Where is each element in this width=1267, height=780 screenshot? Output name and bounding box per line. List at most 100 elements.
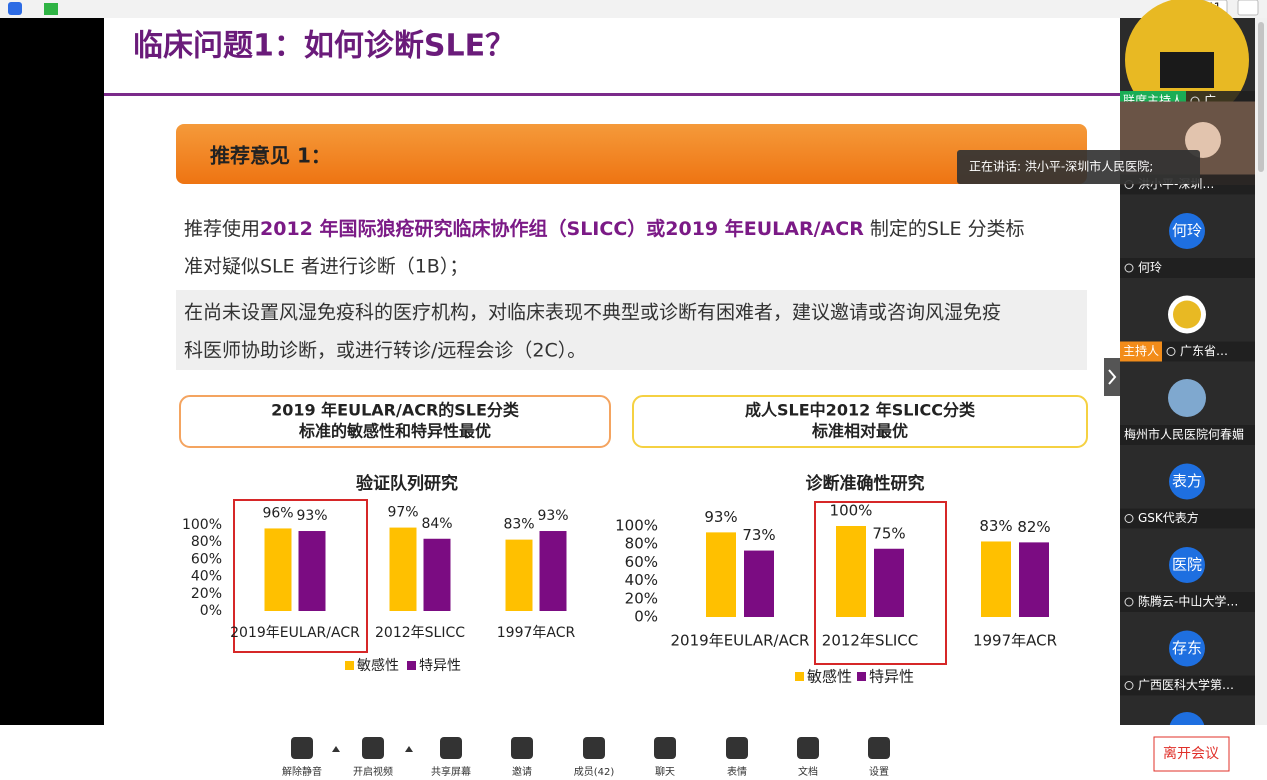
avatar-text: 表方: [1172, 472, 1202, 490]
leave-button[interactable]: [1153, 736, 1230, 772]
data-label: 73%: [742, 526, 775, 544]
speaking-text: 正在讲话: 洪小平-深圳市人民医院;: [969, 159, 1153, 174]
y-tick-label: 60%: [191, 551, 222, 567]
data-label: 83%: [979, 517, 1012, 535]
x-tick-label: 1997年ACR: [973, 632, 1057, 650]
signal-icon: [44, 3, 58, 15]
bar: [298, 531, 326, 611]
avatar: [1169, 547, 1205, 583]
role-tag: [1120, 341, 1162, 362]
tool-label[interactable]: 聊天: [655, 765, 675, 778]
tool-icon[interactable]: [583, 737, 605, 759]
para2-box: [176, 290, 1087, 370]
bar: [744, 550, 774, 617]
tool-icon[interactable]: [362, 737, 384, 759]
text-emph: 2012 年国际狼疮研究临床协作组（SLICC）或2019 年EULAR/ACR: [260, 217, 864, 240]
dropdown-arrow[interactable]: [405, 746, 413, 752]
tool-label[interactable]: 共享屏幕: [431, 765, 471, 778]
y-tick-label: 20%: [191, 586, 222, 602]
name-bar: [1120, 675, 1255, 696]
mic-off-icon: [1124, 681, 1134, 690]
bar: [1019, 542, 1049, 617]
participant-name: 梅州市人民医院何春媚: [1124, 427, 1244, 442]
participant-name: 广东省…: [1180, 344, 1228, 358]
legend-swatch: [345, 661, 354, 670]
mic-off-icon: [1124, 263, 1134, 273]
data-label: 93%: [296, 508, 327, 524]
x-tick-label: 2012年SLICC: [375, 625, 465, 641]
bar: [539, 531, 567, 611]
role-tag-text: 主持人: [1123, 343, 1159, 358]
text-run: 推荐使用: [184, 218, 260, 240]
tool-icon[interactable]: [868, 737, 890, 759]
x-tick-label: 1997年ACR: [497, 625, 576, 641]
tool-label[interactable]: 表情: [727, 765, 747, 778]
bar: [836, 526, 866, 617]
slide-title: 临床问题1：如何诊断SLE？: [133, 29, 515, 64]
highlight-box: [233, 499, 368, 653]
tool-icon[interactable]: [726, 737, 748, 759]
tool-label[interactable]: 邀请: [512, 765, 532, 778]
tool-label[interactable]: 开启视频: [353, 765, 393, 778]
y-tick-label: 100%: [615, 517, 658, 535]
participant-name: 何玲: [1138, 261, 1162, 275]
speaking-tooltip: [957, 150, 1200, 184]
left-black: [0, 18, 104, 725]
data-label: 82%: [1017, 518, 1050, 536]
dropdown-arrow[interactable]: [332, 746, 340, 752]
y-tick-label: 0%: [200, 603, 222, 619]
box-right: [632, 395, 1088, 448]
tool-icon[interactable]: [291, 737, 313, 759]
box-left-line1: 2019 年EULAR/ACR的SLE分类: [271, 401, 520, 420]
tool-icon[interactable]: [511, 737, 533, 759]
name-bar: [1120, 592, 1255, 612]
tool-label[interactable]: 文档: [798, 765, 818, 778]
name-bar: [1120, 258, 1255, 278]
fullscreen-button[interactable]: [1237, 0, 1259, 16]
tool-icon[interactable]: [797, 737, 819, 759]
bar: [423, 538, 451, 611]
bar: [981, 541, 1011, 617]
box-left-line2: 标准的敏感性和特异性最优: [298, 422, 491, 441]
y-tick-label: 20%: [625, 589, 658, 607]
mic-off-icon: [1166, 347, 1176, 356]
para1-line2: 准对疑似SLE 者进行诊断（1B）；: [184, 256, 468, 278]
legend-swatch: [795, 672, 804, 681]
y-tick-label: 0%: [634, 608, 658, 626]
banner: [176, 124, 1087, 184]
data-label: 96%: [262, 505, 293, 521]
highlight-box: [814, 501, 947, 665]
tool-label[interactable]: 设置: [869, 766, 889, 778]
name-bar: [1120, 425, 1255, 445]
toolbar: [0, 725, 1267, 780]
avatar: [1169, 463, 1205, 500]
avatar-text: 何玲: [1172, 222, 1202, 240]
tool-label[interactable]: 解除静音: [282, 765, 322, 778]
avatar-logo-inner: [1173, 300, 1201, 329]
tool-label[interactable]: 成员(42): [574, 766, 615, 778]
tool-icon[interactable]: [440, 737, 462, 759]
scroll-thumb[interactable]: [1258, 22, 1264, 172]
mic-off-icon: [1124, 597, 1134, 607]
para2-line1: 在尚未设置风湿免疫科的医疗机构，对临床表现不典型或诊断有困难者，建议邀请或咨询风…: [184, 302, 1001, 324]
legend-swatch: [857, 672, 866, 681]
tool-icon[interactable]: [654, 737, 676, 759]
para2-line2: 科医师协助诊断，或进行转诊/远程会诊（2C）。: [184, 340, 586, 362]
x-tick-label: 2019年EULAR/ACR: [230, 625, 360, 641]
legend-label: 特异性: [869, 668, 914, 686]
data-label: 83%: [503, 517, 534, 533]
banner-text: 推荐意见 1：: [210, 144, 331, 168]
x-tick-label: 2012年SLICC: [822, 632, 918, 650]
participant-name: GSK代表方: [1138, 510, 1199, 525]
chart-title: 验证队列研究: [356, 473, 458, 494]
chevron: [1108, 369, 1117, 385]
y-tick-label: 40%: [191, 569, 222, 585]
data-label: 75%: [872, 524, 905, 542]
y-tick-label: 80%: [625, 535, 658, 553]
para1-line1: 推荐使用2012 年国际狼疮研究临床协作组（SLICC）或2019 年EULAR…: [184, 217, 1025, 240]
avatar-text: 存东: [1172, 639, 1202, 657]
text-run: 制定的SLE 分类标: [864, 218, 1025, 240]
collapse-button[interactable]: [1104, 358, 1120, 396]
logo-mark: [1160, 52, 1214, 88]
